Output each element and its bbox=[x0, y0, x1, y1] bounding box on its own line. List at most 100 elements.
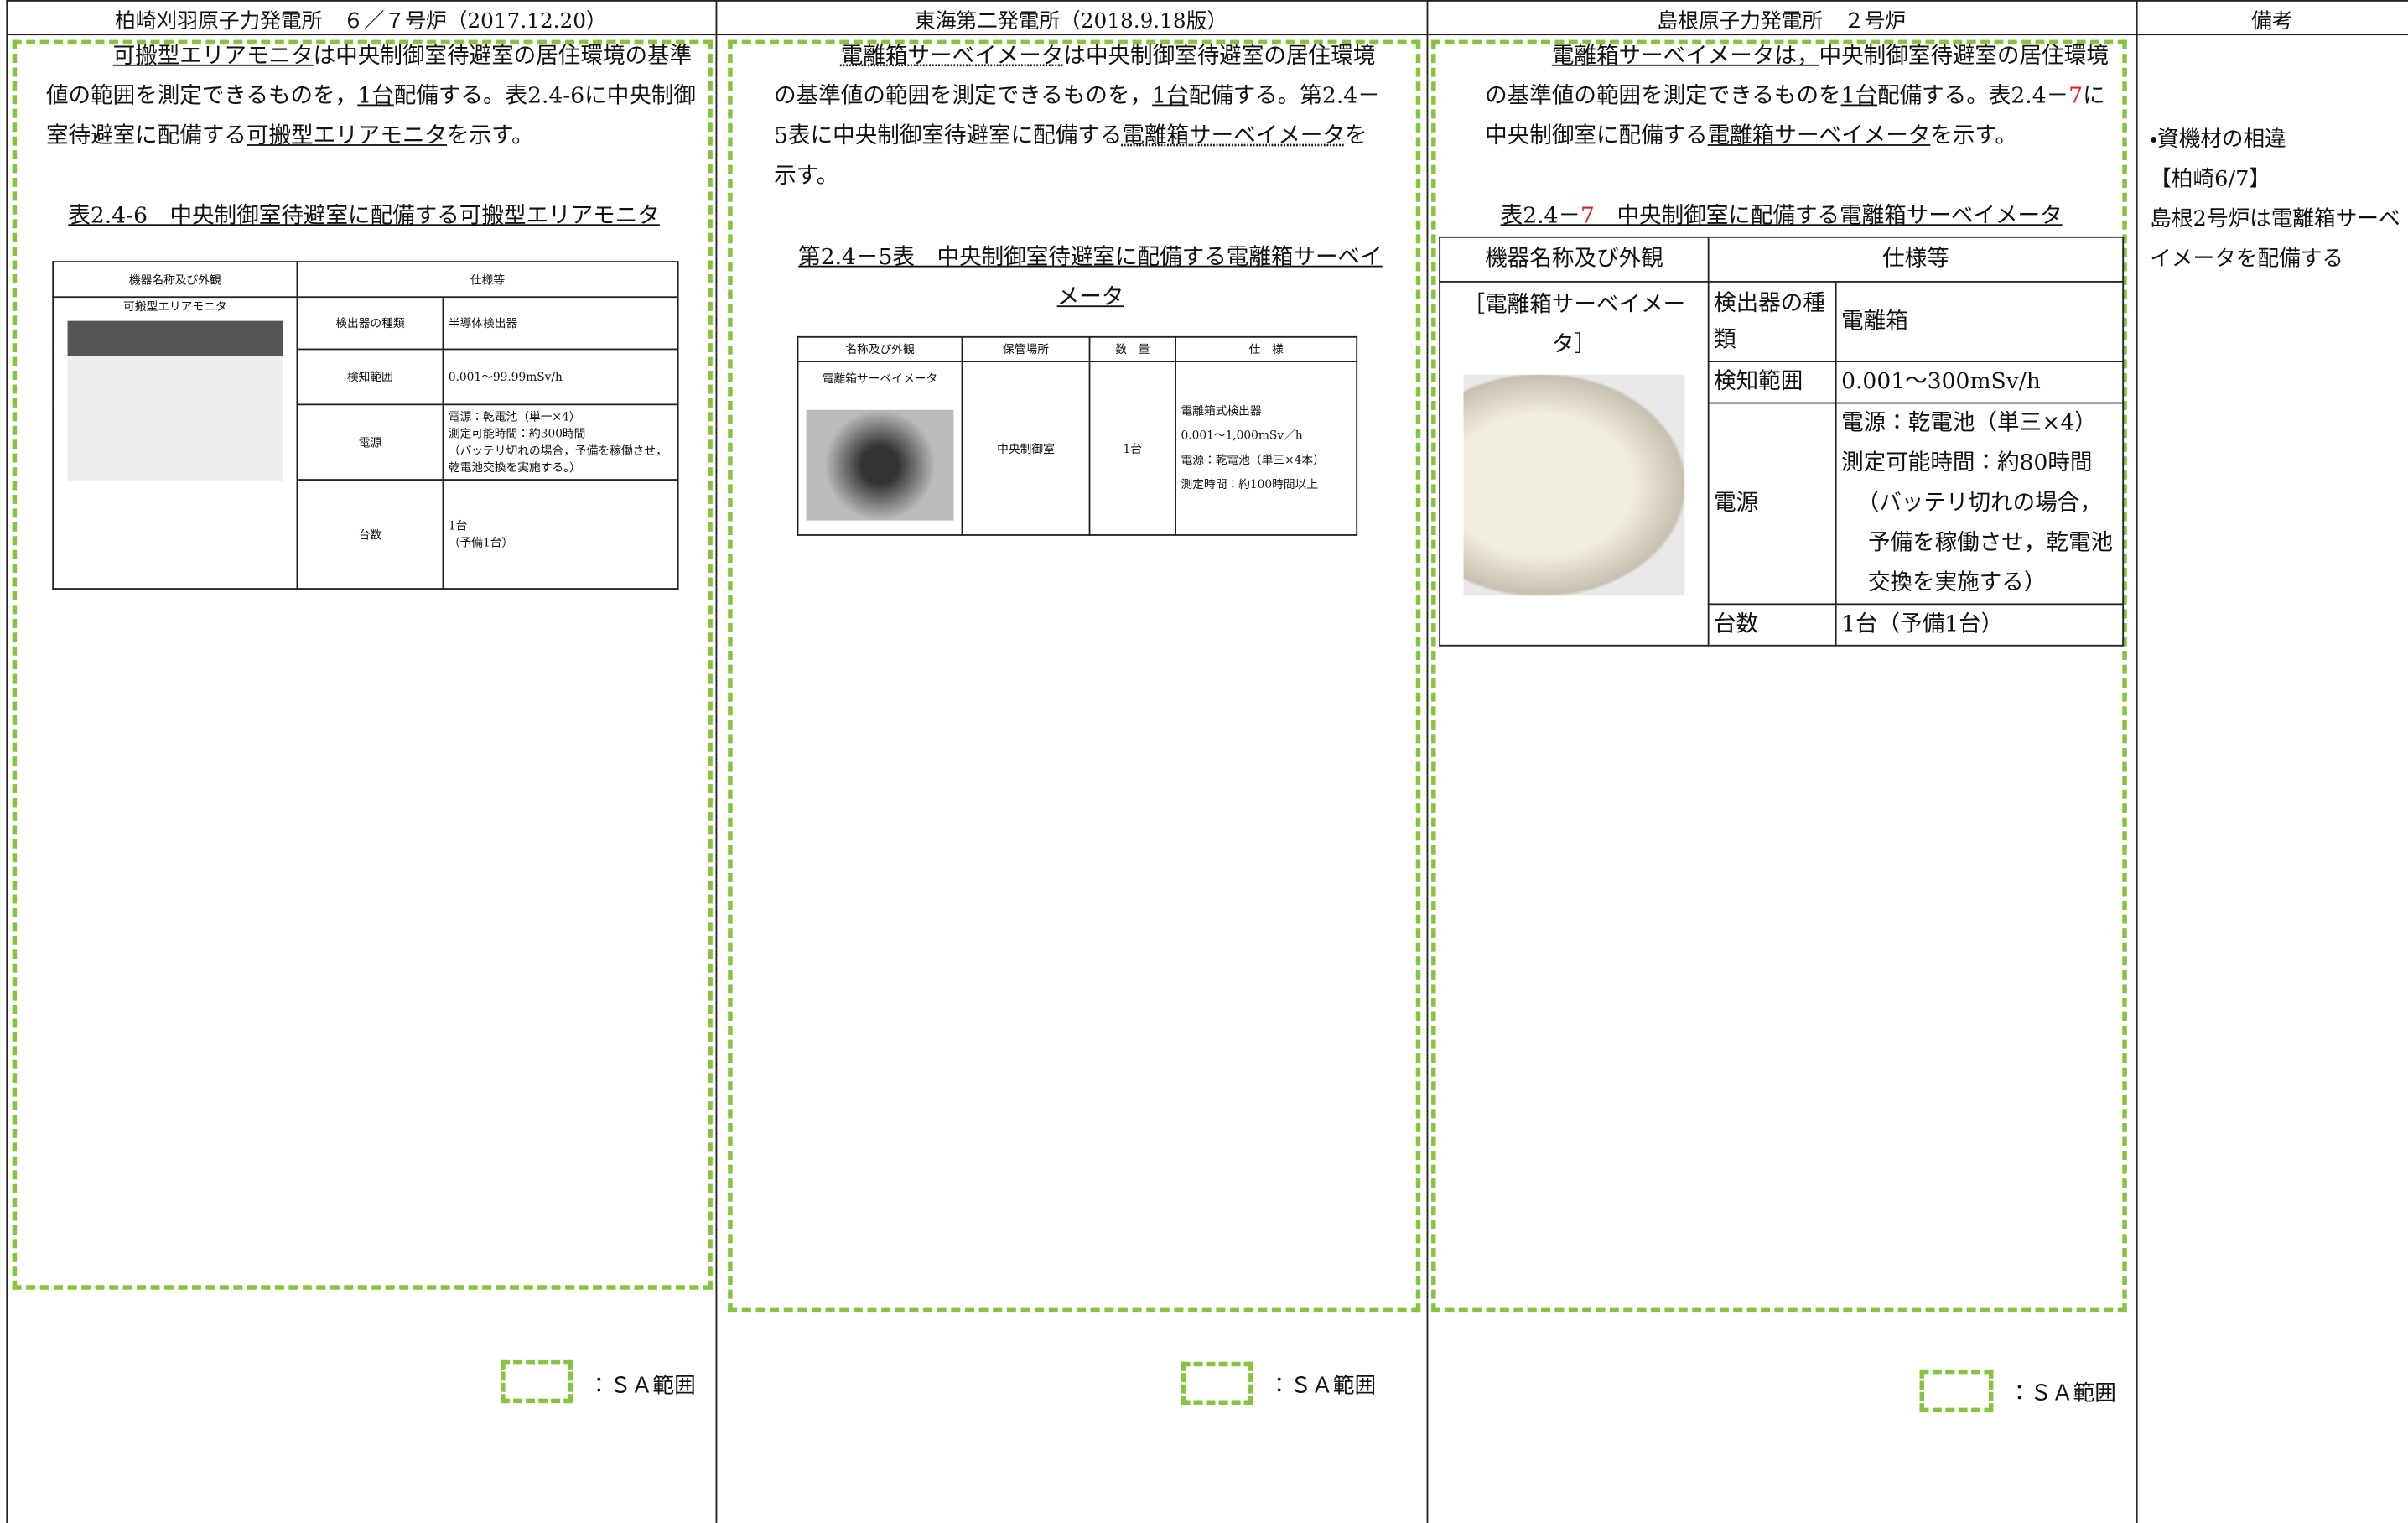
text: 可搬型エリアモニタ bbox=[122, 299, 227, 314]
sa-range-box bbox=[728, 39, 1421, 1313]
text: （バッテリ切れの場合，予備を稼働させ，乾電池交換を実施する） bbox=[1856, 491, 2114, 596]
cell: 可搬型エリアモニタ bbox=[52, 296, 298, 590]
cell: 1台 （予備1台） bbox=[442, 479, 679, 590]
text: 測定可能時間：約80時間 bbox=[1841, 451, 2093, 476]
photo bbox=[806, 409, 954, 521]
table-header: 保管場所 bbox=[961, 335, 1091, 363]
text: 電離箱サーベイメータ bbox=[840, 44, 1064, 70]
table-header: 仕様等 bbox=[296, 261, 679, 299]
text: 測定可能時間：約300時間 bbox=[448, 426, 586, 441]
text: 1台 bbox=[1840, 84, 1878, 109]
cell: 電離箱式検出器 0.001～1,000mSv／h 電源：乾電池（単三×4本） 測定時間… bbox=[1175, 361, 1358, 536]
text: 0.001～1,000mSv／h bbox=[1181, 428, 1303, 443]
text: 可搬型エリアモニタ bbox=[112, 44, 314, 70]
cell: 1台 bbox=[1088, 361, 1177, 536]
cell: 検出器の種類 bbox=[296, 296, 444, 351]
text: 電離箱 bbox=[1841, 309, 1908, 335]
sa-range-box bbox=[1431, 39, 2127, 1313]
text: 7 bbox=[2068, 84, 2084, 109]
paragraph: 電離箱サーベイメータは中央制御室待避室の居住環境の基準値の範囲を測定できるものを… bbox=[774, 37, 1388, 196]
rule bbox=[6, 0, 2408, 2]
table-header: 数 量 bbox=[1088, 335, 1177, 363]
text: は中央制御室待避室の居住環境の基準値の範囲を測定できるものを， bbox=[774, 44, 1376, 109]
photo bbox=[1463, 374, 1685, 596]
sa-range-box bbox=[12, 39, 713, 1290]
text: を示す。 bbox=[1930, 124, 2017, 149]
rule bbox=[1426, 0, 1429, 1523]
table-header: 機器名称及び外観 bbox=[1439, 236, 1710, 283]
text: 配備する。第2.4－5表に中央制御室待避室に配備する bbox=[774, 84, 1380, 149]
text: 測定時間：約100時間以上 bbox=[1181, 477, 1319, 491]
cell: 検出器の種類 bbox=[1707, 280, 1837, 363]
column-header: 島根原子力発電所 ２号炉 bbox=[1657, 8, 1907, 34]
remark: ・資機材の相違 bbox=[2150, 127, 2286, 153]
cell: 台数 bbox=[296, 479, 444, 590]
text: 配備する。表2.4-6に中央制御室待避室に配備する bbox=[45, 84, 696, 149]
cell: 電源 bbox=[296, 403, 444, 481]
text: 電源：乾電池（単一×4） bbox=[448, 409, 581, 424]
cell: 半導体検出器 bbox=[442, 296, 679, 351]
text: 0.001～99.99mSv/h bbox=[448, 370, 563, 384]
text: 1台（予備1台） bbox=[1841, 612, 2004, 637]
paragraph: 電離箱サーベイメータは，中央制御室待避室の居住環境の基準値の範囲を測定できるもの… bbox=[1485, 37, 2124, 157]
text: は中央制御室待避室の居住環境の基準値の範囲を測定できるものを， bbox=[45, 44, 693, 109]
table-caption: 表2.4-6 中央制御室待避室に配備する可搬型エリアモニタ bbox=[68, 204, 660, 229]
table-header: 機器名称及び外観 bbox=[52, 261, 298, 299]
text: 7 bbox=[1580, 204, 1595, 229]
paragraph: 可搬型エリアモニタは中央制御室待避室の居住環境の基準値の範囲を測定できるものを，… bbox=[46, 37, 713, 157]
cell: ［電離箱サーベイメータ］ bbox=[1439, 280, 1710, 647]
legend-label: ：ＳＡ範囲 bbox=[1268, 1374, 1377, 1399]
text: （予備1台） bbox=[448, 535, 514, 550]
text: 配備する。表2.4－ bbox=[1877, 84, 2069, 109]
cell: 0.001～99.99mSv/h bbox=[442, 348, 679, 406]
rule bbox=[6, 0, 8, 1523]
table-header: 名称及び外観 bbox=[797, 335, 963, 363]
legend-icon bbox=[1919, 1369, 1994, 1413]
table-header: 仕 様 bbox=[1175, 335, 1358, 363]
rule bbox=[715, 0, 718, 1523]
table: 機器名称及び外観 仕様等 可搬型エリアモニタ 検出器の種類 半導体検出器 検知範囲 0.… bbox=[52, 261, 679, 590]
text: 電離箱サーベイメータ bbox=[1551, 44, 1775, 70]
cell: 0.001～300mSv/h bbox=[1835, 361, 2125, 404]
legend-icon bbox=[1181, 1361, 1253, 1405]
text: 中央制御室待避室の居住環境の基準値の範囲を測定できるものを bbox=[1485, 44, 2109, 109]
table-caption: 第2.4－5表 中央制御室待避室に配備する電離箱サーベイメータ bbox=[798, 245, 1383, 310]
cell: 中央制御室 bbox=[961, 361, 1091, 536]
table: 名称及び外観 保管場所数 量仕 様 電離箱サーベイメータ 中央制御室 1台 電離箱式検出… bbox=[797, 335, 1358, 536]
table-caption: 表2.4－7 中央制御室に配備する電離箱サーベイメータ bbox=[1444, 196, 2120, 237]
cell: 電源：乾電池（単三×4） 測定可能時間：約80時間 （バッテリ切れの場合，予備を稼働… bbox=[1835, 402, 2125, 606]
text: 0.001～300mSv/h bbox=[1841, 370, 2041, 395]
remark: 【柏崎6/7】 bbox=[2150, 167, 2271, 192]
cell: 検知範囲 bbox=[296, 348, 444, 406]
text: 1台 bbox=[1152, 84, 1189, 109]
cell: 電離箱 bbox=[1835, 280, 2125, 363]
text: は， bbox=[1774, 44, 1819, 70]
rule bbox=[2136, 0, 2138, 1523]
text: ［電離箱サーベイメータ］ bbox=[1462, 293, 1686, 358]
rule bbox=[6, 34, 2408, 36]
legend-label: ：ＳＡ範囲 bbox=[2008, 1381, 2116, 1406]
text: 可搬型エリアモニタ bbox=[246, 124, 447, 149]
text: 電離箱サーベイメータ bbox=[1122, 124, 1345, 149]
text: 中央制御室に配備する電離箱サーベイメータ bbox=[1594, 204, 2063, 229]
remark: 島根2号炉は電離箱サーベイメータを配備する bbox=[2150, 207, 2400, 273]
text: を示す。 bbox=[774, 124, 1367, 190]
table: 機器名称及び外観 仕様等 ［電離箱サーベイメータ］ 検出器の種類 電離箱 検知範囲 0.… bbox=[1439, 236, 2125, 647]
column-header: 東海第二発電所（2018.9.18版） bbox=[914, 8, 1228, 34]
text: 表2.4－ bbox=[1500, 204, 1581, 229]
column-header: 柏崎刈羽原子力発電所 ６／７号炉（2017.12.20） bbox=[115, 8, 607, 34]
text: 1台 bbox=[448, 518, 468, 533]
cell: 台数 bbox=[1707, 603, 1837, 647]
text: 電離箱サーベイメータ bbox=[822, 372, 938, 386]
cell: 電源 bbox=[1707, 402, 1837, 606]
text: （バッテリ切れの場合，予備を稼働させ，乾電池交換を実施する。） bbox=[448, 444, 667, 475]
text: 半導体検出器 bbox=[448, 316, 518, 330]
text: 電源：乾電池（単三×4本） bbox=[1181, 453, 1325, 467]
text: 1台 bbox=[357, 84, 394, 109]
remarks: ・資機材の相違 【柏崎6/7】 島根2号炉は電離箱サーベイメータを配備する bbox=[2150, 120, 2403, 279]
cell: 1台（予備1台） bbox=[1835, 603, 2125, 647]
table-header: 仕様等 bbox=[1707, 236, 2125, 283]
